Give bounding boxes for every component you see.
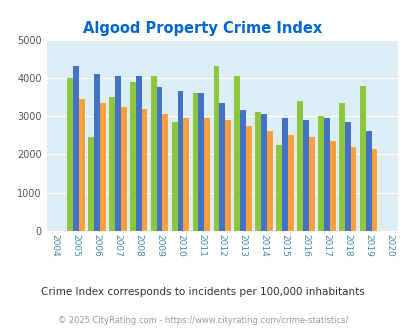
Bar [135, 76, 141, 231]
Bar [67, 78, 73, 231]
Bar [88, 137, 94, 231]
Bar [100, 103, 105, 231]
Bar [162, 114, 168, 231]
Bar [94, 74, 100, 231]
Bar [79, 99, 85, 231]
Bar [245, 126, 252, 231]
Bar [219, 103, 225, 231]
Bar [130, 82, 135, 231]
Bar [371, 149, 377, 231]
Bar [255, 112, 260, 231]
Bar [183, 118, 189, 231]
Bar [120, 107, 126, 231]
Bar [296, 101, 302, 231]
Bar [204, 118, 210, 231]
Bar [225, 120, 230, 231]
Bar [141, 109, 147, 231]
Bar [287, 135, 293, 231]
Bar [266, 131, 272, 231]
Bar [198, 93, 204, 231]
Bar [177, 91, 183, 231]
Bar [308, 137, 314, 231]
Bar [323, 118, 329, 231]
Bar [329, 141, 335, 231]
Text: © 2025 CityRating.com - https://www.cityrating.com/crime-statistics/: © 2025 CityRating.com - https://www.city… [58, 316, 347, 325]
Bar [317, 116, 323, 231]
Bar [260, 114, 266, 231]
Bar [156, 87, 162, 231]
Bar [109, 97, 115, 231]
Bar [150, 76, 156, 231]
Bar [281, 118, 287, 231]
Bar [192, 93, 198, 231]
Bar [275, 145, 281, 231]
Bar [302, 120, 308, 231]
Bar [350, 147, 356, 231]
Text: Algood Property Crime Index: Algood Property Crime Index [83, 21, 322, 36]
Bar [115, 76, 120, 231]
Bar [73, 66, 79, 231]
Bar [365, 131, 371, 231]
Text: Crime Index corresponds to incidents per 100,000 inhabitants: Crime Index corresponds to incidents per… [41, 287, 364, 297]
Bar [240, 111, 245, 231]
Bar [234, 76, 240, 231]
Bar [359, 85, 365, 231]
Bar [213, 66, 219, 231]
Bar [171, 122, 177, 231]
Bar [338, 103, 344, 231]
Bar [344, 122, 350, 231]
